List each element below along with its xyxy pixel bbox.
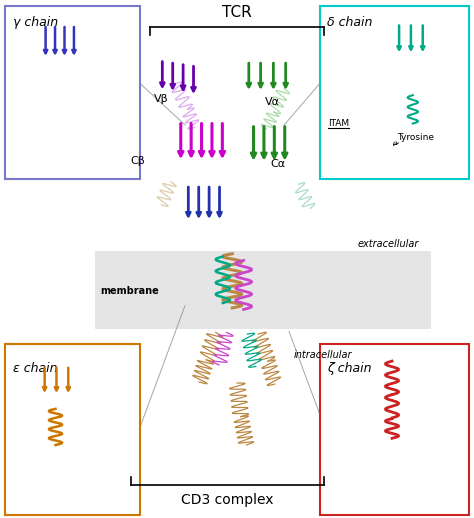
Text: intracellular: intracellular	[294, 350, 352, 359]
Text: ζ chain: ζ chain	[327, 363, 371, 376]
Text: membrane: membrane	[100, 286, 159, 296]
Text: Cα: Cα	[270, 159, 285, 168]
FancyBboxPatch shape	[319, 344, 469, 515]
Text: Cβ: Cβ	[131, 156, 146, 166]
Text: extracellular: extracellular	[357, 239, 419, 249]
Text: ITAM: ITAM	[328, 119, 349, 128]
Text: CD3 complex: CD3 complex	[181, 493, 274, 507]
Text: Vα: Vα	[265, 97, 280, 107]
FancyBboxPatch shape	[95, 251, 431, 329]
Text: ε chain: ε chain	[12, 363, 57, 376]
Text: TCR: TCR	[222, 5, 252, 20]
FancyBboxPatch shape	[319, 6, 469, 179]
Text: γ chain: γ chain	[12, 17, 58, 30]
FancyBboxPatch shape	[5, 344, 140, 515]
FancyBboxPatch shape	[5, 6, 140, 179]
Text: δ chain: δ chain	[327, 17, 372, 30]
Text: Vβ: Vβ	[155, 94, 169, 104]
Text: Tyrosine: Tyrosine	[397, 133, 434, 142]
